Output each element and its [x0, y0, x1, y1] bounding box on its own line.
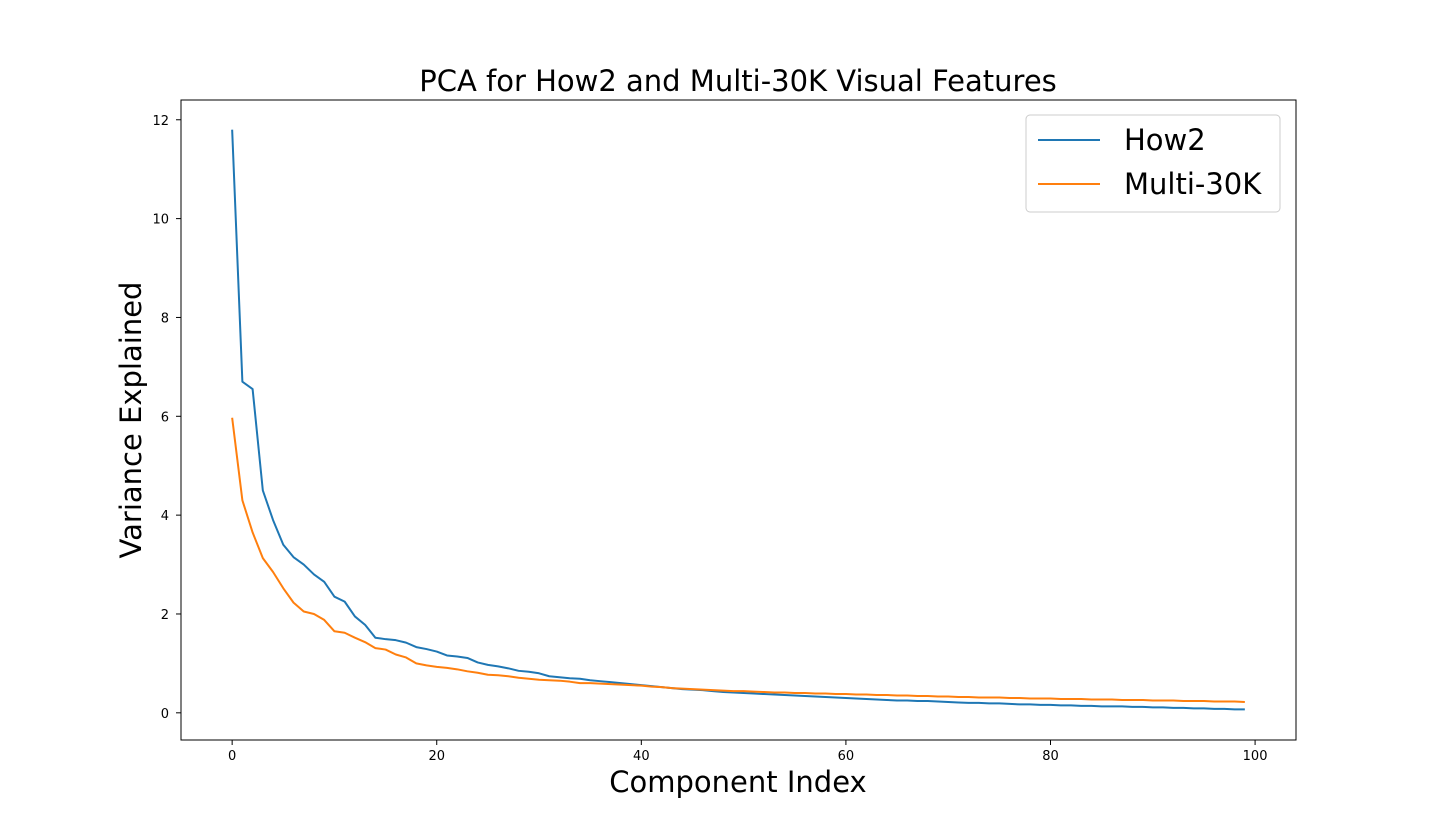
y-tick-label: 2 — [161, 608, 169, 623]
y-axis-label: Variance Explained — [114, 282, 148, 559]
legend: How2 Multi-30K — [1025, 114, 1281, 213]
x-tick-label: 100 — [1243, 749, 1268, 764]
y-tick-label: 0 — [161, 707, 169, 722]
x-axis-label: Component Index — [609, 765, 866, 799]
legend-label-how2: How2 — [1124, 123, 1206, 157]
x-tick-label: 20 — [428, 749, 445, 764]
y-tick-label: 4 — [161, 509, 169, 524]
series-line-how2 — [231, 129, 1245, 711]
x-tick-label: 40 — [633, 749, 650, 764]
x-tick-label: 60 — [838, 749, 855, 764]
y-tick-label: 12 — [152, 114, 169, 129]
y-tick-label: 10 — [152, 213, 169, 228]
y-axis: 0 2 4 6 8 10 12 — [152, 114, 181, 722]
legend-label-multi-30k: Multi-30K — [1124, 167, 1262, 201]
x-axis: 0 20 40 60 80 100 — [228, 740, 1267, 764]
chart-title: PCA for How2 and Multi-30K Visual Featur… — [419, 64, 1057, 98]
series-layer — [231, 129, 1245, 711]
series-line-multi-30k — [231, 417, 1245, 703]
y-tick-label: 6 — [161, 410, 169, 425]
x-tick-label: 0 — [228, 749, 236, 764]
y-tick-label: 8 — [161, 311, 169, 326]
x-tick-label: 80 — [1042, 749, 1059, 764]
